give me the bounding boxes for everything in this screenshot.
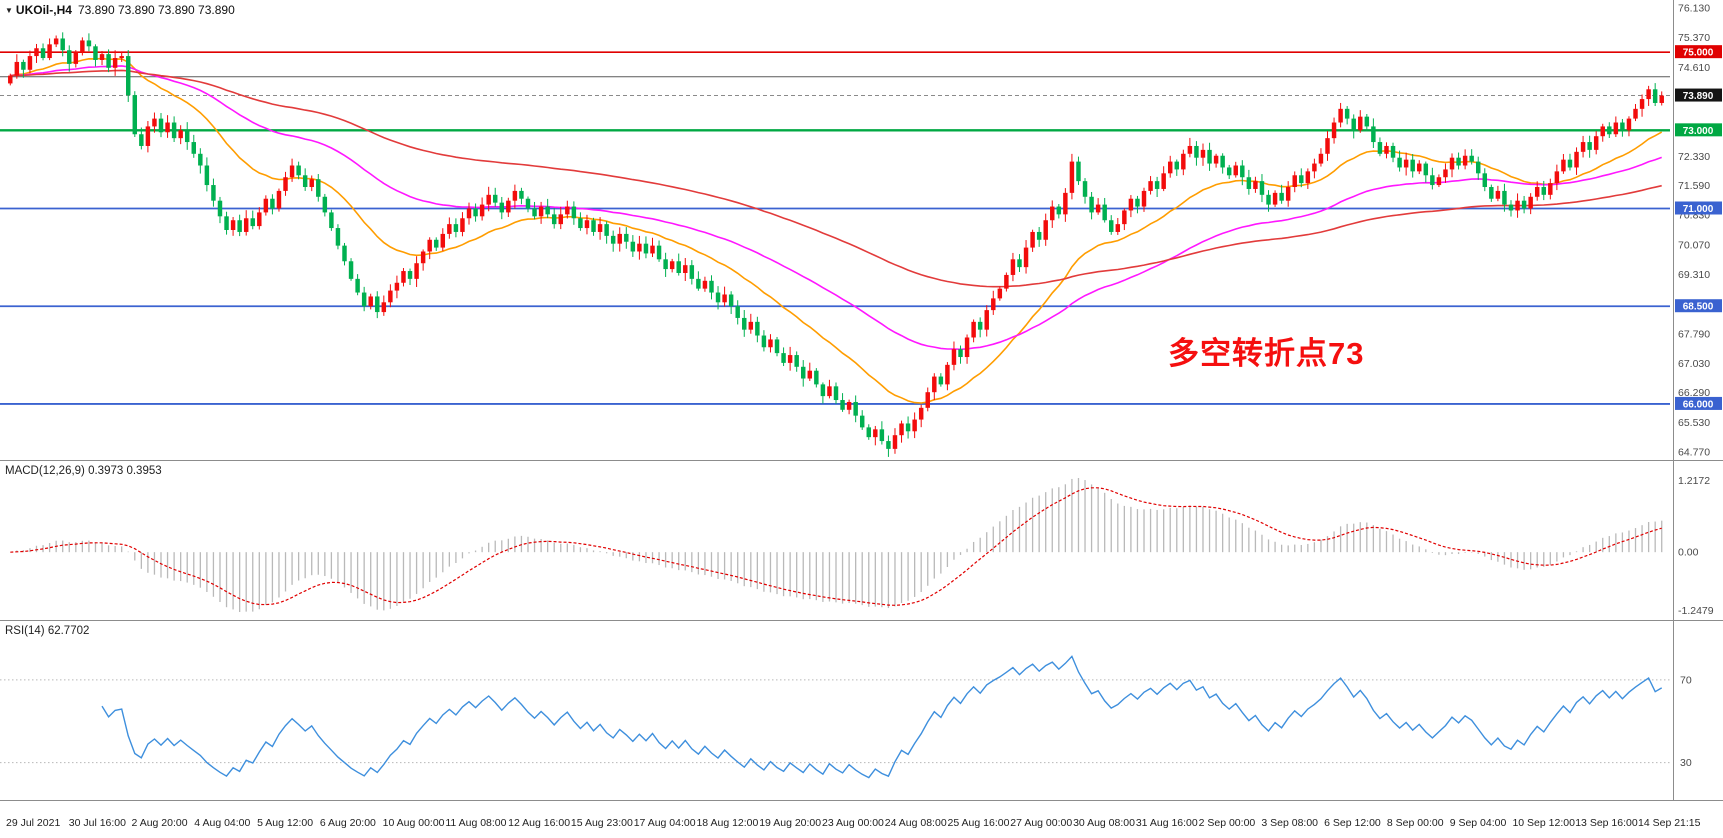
rsi-scale: 70 30 [1680,674,1692,769]
svg-text:30: 30 [1680,757,1692,769]
svg-text:9 Sep 04:00: 9 Sep 04:00 [1450,817,1507,829]
chart-annotation: 多空转折点73 [1168,336,1365,371]
svg-text:4 Aug 04:00: 4 Aug 04:00 [194,817,250,829]
rsi-indicator-label: RSI(14) 62.7702 [5,625,90,637]
svg-text:23 Aug 00:00: 23 Aug 00:00 [822,817,884,829]
svg-text:18 Aug 12:00: 18 Aug 12:00 [696,817,758,829]
svg-text:8 Sep 00:00: 8 Sep 00:00 [1387,817,1444,829]
time-axis: 29 Jul 2021 30 Jul 16:00 2 Aug 20:00 4 Aug … [6,817,1701,829]
svg-text:15 Aug 23:00: 15 Aug 23:00 [571,817,633,829]
svg-text:69.310: 69.310 [1678,269,1710,281]
svg-text:0.00: 0.00 [1678,547,1699,559]
svg-text:6 Sep 12:00: 6 Sep 12:00 [1324,817,1381,829]
svg-text:67.030: 67.030 [1678,358,1710,370]
svg-text:65.530: 65.530 [1678,417,1710,429]
svg-text:24 Aug 08:00: 24 Aug 08:00 [885,817,947,829]
svg-text:1.2172: 1.2172 [1678,475,1710,487]
svg-text:72.330: 72.330 [1678,151,1710,163]
symbol-header: ▼ UKOil-,H4 73.890 73.890 73.890 73.890 [5,3,235,17]
svg-text:70: 70 [1680,674,1692,686]
price-scale-tags: 75.000 73.890 73.000 71.000 68.500 66.000 [1675,45,1722,410]
collapse-icon[interactable]: ▼ [5,6,13,16]
svg-text:71.590: 71.590 [1678,180,1710,192]
svg-text:13 Sep 16:00: 13 Sep 16:00 [1575,817,1638,829]
ohlc-values: 73.890 73.890 73.890 73.890 [77,3,235,17]
svg-text:66.290: 66.290 [1678,387,1710,399]
svg-text:2 Aug 20:00: 2 Aug 20:00 [132,817,188,829]
svg-text:19 Aug 20:00: 19 Aug 20:00 [759,817,821,829]
svg-text:73.890: 73.890 [1683,91,1714,102]
svg-text:76.130: 76.130 [1678,3,1710,15]
symbol-timeframe-label: UKOil-,H4 [15,3,72,17]
rsi-level-lines [0,679,1670,764]
svg-text:71.000: 71.000 [1683,204,1714,215]
svg-text:29 Jul 2021: 29 Jul 2021 [6,817,60,829]
svg-text:70.070: 70.070 [1678,239,1710,251]
svg-text:5 Aug 12:00: 5 Aug 12:00 [257,817,313,829]
svg-text:74.610: 74.610 [1678,62,1710,74]
svg-text:73.000: 73.000 [1683,126,1714,137]
svg-text:11 Aug 08:00: 11 Aug 08:00 [445,817,506,829]
svg-text:10 Sep 12:00: 10 Sep 12:00 [1512,817,1575,829]
macd-histogram [16,478,1663,612]
svg-text:17 Aug 04:00: 17 Aug 04:00 [634,817,696,829]
price-tag: 75.000 [1675,45,1722,59]
svg-text:30 Aug 08:00: 30 Aug 08:00 [1073,817,1135,829]
rsi-line [101,655,1663,779]
svg-text:2 Sep 00:00: 2 Sep 00:00 [1199,817,1256,829]
svg-text:14 Sep 21:15: 14 Sep 21:15 [1638,817,1701,829]
candlesticks [8,32,1664,457]
horizontal-level-lines [0,51,1670,405]
svg-text:31 Aug 16:00: 31 Aug 16:00 [1136,817,1198,829]
svg-text:6 Aug 20:00: 6 Aug 20:00 [320,817,376,829]
ma-120 [10,69,1662,288]
svg-text:75.370: 75.370 [1678,32,1710,44]
price-tag: 66.000 [1675,396,1722,410]
svg-text:30 Jul 16:00: 30 Jul 16:00 [69,817,126,829]
svg-text:75.000: 75.000 [1683,48,1714,59]
svg-text:10 Aug 00:00: 10 Aug 00:00 [383,817,445,829]
price-scale: 76.13075.37074.61073.85073.09072.33071.5… [1678,3,1710,459]
macd-signal-line [10,487,1662,606]
svg-text:3 Sep 08:00: 3 Sep 08:00 [1261,817,1318,829]
ma-21 [10,57,1663,404]
pane-separators [0,0,1723,801]
svg-text:27 Aug 00:00: 27 Aug 00:00 [1010,817,1072,829]
svg-text:64.770: 64.770 [1678,447,1710,459]
ma-55 [10,65,1662,351]
svg-text:68.500: 68.500 [1683,302,1714,313]
price-tag: 73.000 [1675,123,1722,137]
macd-scale: 1.2172 0.00 -1.2479 [1678,475,1714,617]
price-tag: 71.000 [1675,201,1722,215]
price-tag: 68.500 [1675,299,1722,313]
moving-average-lines [10,57,1663,404]
svg-text:67.790: 67.790 [1678,328,1710,340]
svg-text:12 Aug 16:00: 12 Aug 16:00 [508,817,570,829]
price-tag: 73.890 [1675,88,1722,102]
svg-text:25 Aug 16:00: 25 Aug 16:00 [948,817,1010,829]
svg-text:-1.2479: -1.2479 [1678,605,1714,617]
svg-text:66.000: 66.000 [1683,399,1714,410]
macd-indicator-label: MACD(12,26,9) 0.3973 0.3953 [5,465,162,477]
